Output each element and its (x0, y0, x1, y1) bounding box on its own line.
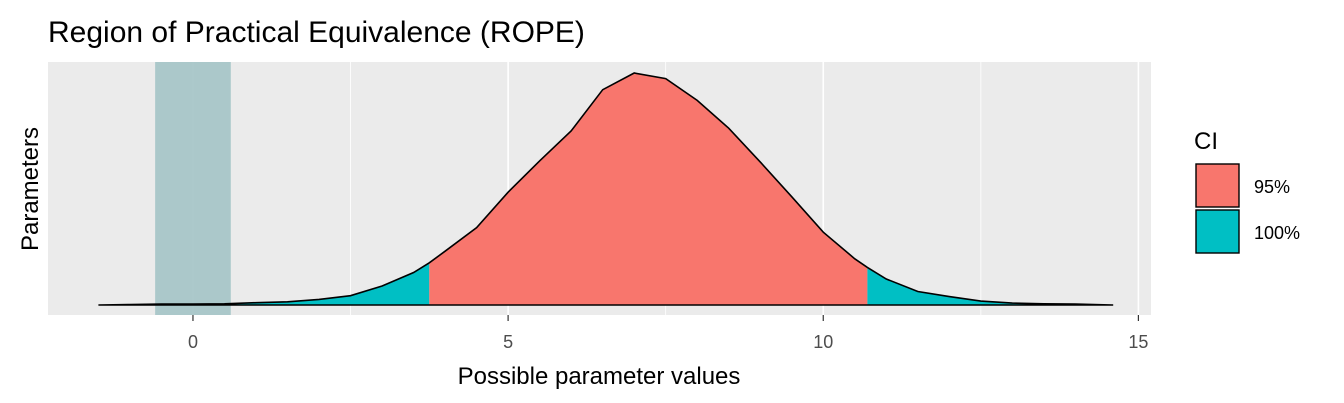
legend-title: CI (1194, 128, 1218, 155)
chart-title: Region of Practical Equivalence (ROPE) (48, 16, 585, 49)
x-tick-label: 15 (1128, 332, 1148, 352)
x-axis-ticks: 0 5 10 15 (188, 315, 1148, 352)
x-tick-label: 10 (813, 332, 833, 352)
rope-band (155, 62, 231, 315)
y-axis-title: Parameters (17, 127, 44, 251)
legend-swatch (1195, 163, 1240, 208)
legend-swatch (1195, 209, 1240, 254)
legend-items: 95% 100% (1195, 163, 1300, 254)
legend-label: 100% (1254, 223, 1300, 243)
legend-label: 95% (1254, 177, 1290, 197)
ci-100-left-area (98, 262, 430, 305)
density-areas (98, 73, 1114, 305)
x-axis-title: Possible parameter values (458, 363, 741, 390)
x-tick-label: 5 (503, 332, 513, 352)
ci-100-right-area (867, 267, 1114, 305)
ci-95-area (429, 73, 868, 305)
x-tick-label: 0 (188, 332, 198, 352)
legend: CI 95% 100% (1194, 128, 1300, 254)
density-outline (98, 72, 1114, 306)
